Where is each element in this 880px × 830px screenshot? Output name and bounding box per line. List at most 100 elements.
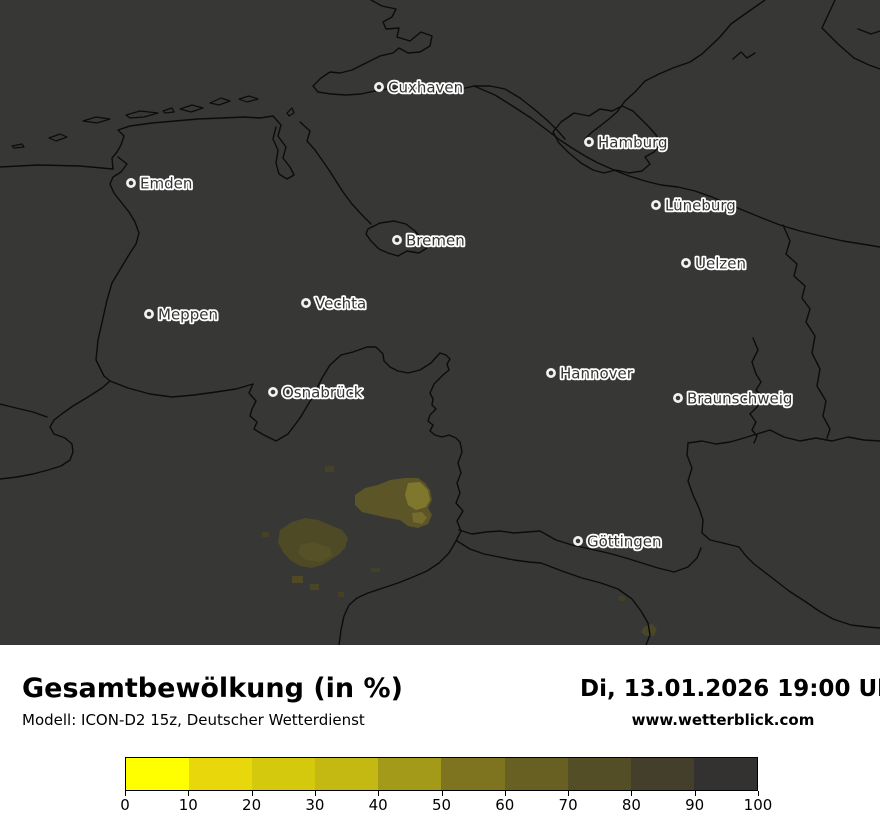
colorbar-ticklabel: 90	[685, 796, 705, 814]
city-marker	[584, 137, 594, 147]
city-label: Bremen	[406, 232, 465, 250]
city-marker	[546, 368, 556, 378]
colorbar-ticklabel: 60	[495, 796, 515, 814]
colorbar-ticklabel: 0	[120, 796, 130, 814]
cloud-gap-speck	[619, 596, 625, 601]
dollart-bay-and-ems-river	[0, 156, 140, 480]
website-credit: www.wetterblick.com	[631, 711, 815, 729]
city-label: Hannover	[560, 365, 634, 383]
dutch-border-joiner	[0, 403, 48, 418]
oker-river	[749, 337, 764, 444]
colorbar-tickmark	[758, 791, 759, 796]
city-marker	[301, 298, 311, 308]
elbe-estuary-coast	[312, 0, 475, 96]
cloud-gap-speck	[292, 576, 303, 583]
city-label: Emden	[140, 175, 192, 193]
city-marker	[673, 393, 683, 403]
map-area: Cuxhaven Hamburg Emden Lüneburg Bremen Uelzen…	[0, 0, 880, 645]
frisian-island	[179, 104, 204, 113]
city-marker	[144, 309, 154, 319]
cloud-gap-speck	[325, 466, 334, 472]
cloud-gap-speck	[338, 592, 344, 597]
map-canvas: Cuxhaven Hamburg Emden Lüneburg Bremen Uelzen…	[0, 0, 880, 645]
model-subtitle: Modell: ICON-D2 15z, Deutscher Wetterdie…	[22, 711, 365, 729]
hesse-border-south-of-goettingen	[456, 540, 651, 645]
colorbar-ticklabel: 70	[558, 796, 578, 814]
frisian-island	[238, 95, 259, 103]
colorbar-tickmark	[694, 791, 696, 796]
schleswig-holstein-border	[584, 0, 766, 140]
cloud-gap-patch	[298, 542, 332, 562]
saxony-anhalt-border	[687, 429, 880, 445]
colorbar-tickmark	[378, 791, 380, 796]
colorbar-segment	[504, 758, 568, 790]
weser-river	[299, 121, 372, 225]
colorbar-ticklabel: 100	[743, 796, 773, 814]
map-borders	[0, 0, 880, 645]
baltic-coast-notch	[732, 51, 756, 60]
city-label: Göttingen	[587, 533, 662, 551]
city-marker	[268, 387, 278, 397]
frisian-island	[209, 97, 231, 106]
colorbar-segment	[693, 758, 757, 790]
weser-hills-border	[458, 529, 702, 573]
luebeck-bay-coast	[821, 0, 880, 70]
colorbar-tickmark	[314, 791, 316, 796]
city-label: Hamburg	[598, 134, 668, 152]
city-marker	[392, 235, 402, 245]
frisian-island	[162, 107, 175, 114]
harz-thuringia-border	[686, 442, 880, 629]
colorbar-segment	[126, 758, 190, 790]
bremen-city-boundary	[365, 220, 428, 257]
colorbar-segment	[630, 758, 694, 790]
colorbar-tickmark	[631, 791, 633, 796]
city-label: Vechta	[315, 295, 366, 313]
baltic-coast-piece	[857, 28, 880, 35]
city-label: Braunschweig	[687, 390, 792, 408]
frisian-island	[48, 133, 68, 142]
cloud-cover-background	[0, 0, 880, 645]
city-label: Meppen	[158, 306, 218, 324]
page-title: Gesamtbewölkung (in %)	[22, 673, 403, 704]
colorbar-ticklabel: 20	[242, 796, 262, 814]
colorbar-segment	[189, 758, 253, 790]
city-markers: Cuxhaven Hamburg Emden Lüneburg Bremen Uelzen…	[126, 77, 794, 552]
city-label: Uelzen	[695, 255, 746, 273]
cloud-gap-patch-bright	[405, 482, 430, 510]
frisian-island	[11, 143, 25, 149]
cloud-gap-speck	[371, 568, 380, 572]
cloud-gap-speck	[262, 532, 269, 537]
colorbar-tickmark	[441, 791, 443, 796]
colorbar-segment	[315, 758, 379, 790]
city-label: Lüneburg	[665, 197, 736, 215]
mecklenburg-border	[782, 224, 831, 439]
colorbar-segment	[441, 758, 505, 790]
colorbar-segment	[567, 758, 631, 790]
ems-dollart-and-dutch-border	[111, 115, 274, 170]
colorbar-ticklabel: 50	[431, 796, 452, 814]
colorbar-tickmark	[568, 791, 570, 796]
city-label: Osnabrück	[282, 384, 363, 402]
elbe-north-bank	[473, 85, 566, 140]
city-marker	[374, 82, 384, 92]
frisian-island	[82, 116, 111, 124]
jade-bay	[272, 115, 295, 180]
cloud-gap-patches	[262, 466, 657, 636]
hamburg-city-boundary	[552, 105, 662, 174]
city-label: Cuxhaven	[388, 79, 463, 97]
colorbar-segment	[378, 758, 442, 790]
city-marker	[651, 200, 661, 210]
colorbar-ticklabel: 40	[368, 796, 388, 814]
colorbar-tickmark	[504, 791, 506, 796]
colorbar-tickmark	[188, 791, 190, 796]
netherlands-coast	[0, 164, 114, 170]
cloud-cover-colorbar	[125, 757, 758, 791]
nrw-lower-saxony-border	[109, 346, 464, 645]
colorbar-tickmark	[125, 791, 126, 796]
elbe-river	[473, 85, 880, 248]
colorbar-tickmark	[251, 791, 253, 796]
cloud-gap-speck	[310, 584, 319, 590]
map-footer: Gesamtbewölkung (in %) Modell: ICON-D2 1…	[0, 645, 880, 830]
colorbar-segment	[252, 758, 316, 790]
forecast-datetime: Di, 13.01.2026 19:00 Uhr	[580, 676, 880, 702]
